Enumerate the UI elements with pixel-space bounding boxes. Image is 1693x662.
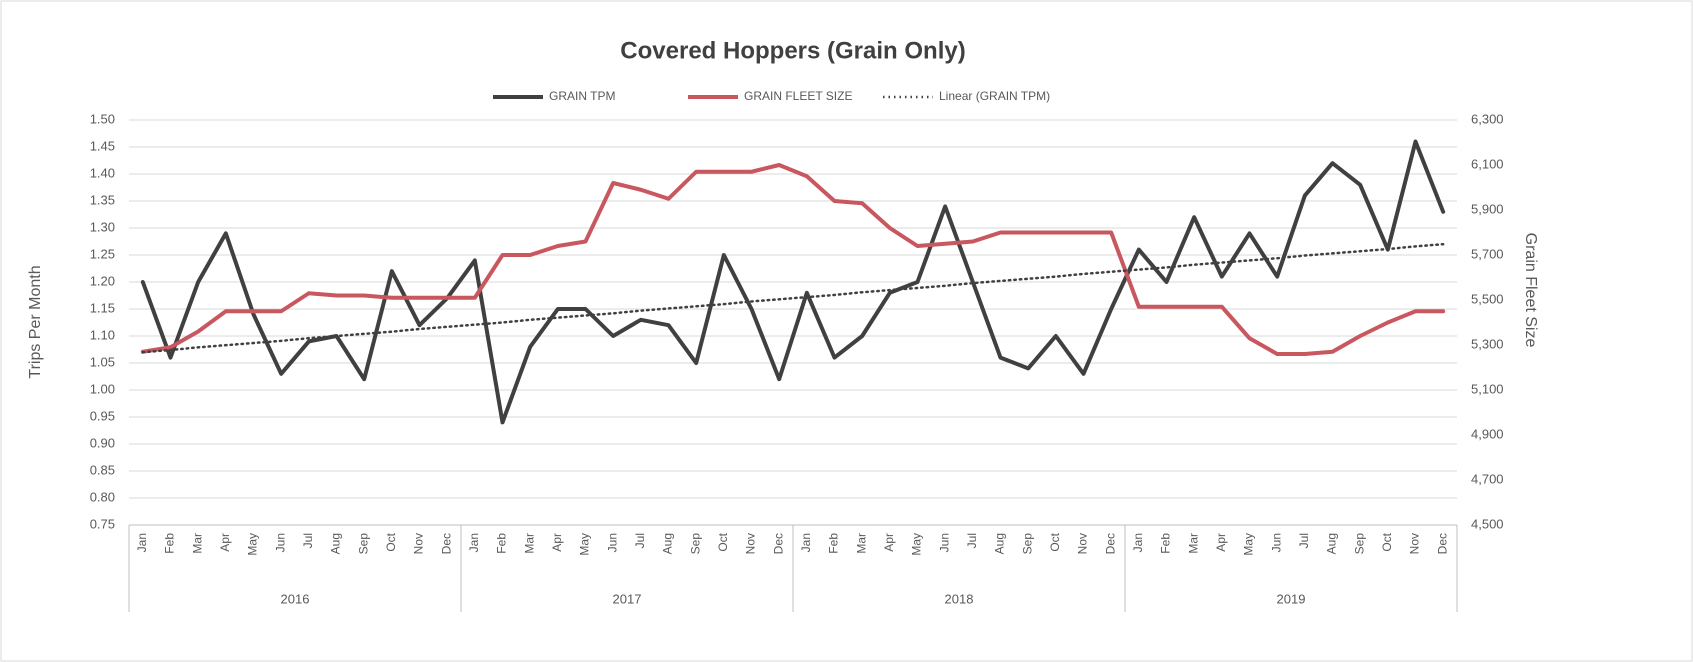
y-tick-label: 0.80 <box>90 489 115 504</box>
x-tick-label: Sep <box>1020 533 1034 555</box>
y2-axis-title: Grain Fleet Size <box>1522 233 1539 348</box>
x-tick-label: Nov <box>1076 533 1090 554</box>
y-tick-label: 0.90 <box>90 435 115 450</box>
x-tick-label: Apr <box>218 533 232 552</box>
x-tick-label: Jun <box>273 533 287 552</box>
y2-tick-label: 4,900 <box>1471 426 1504 441</box>
x-tick-label: Mar <box>190 533 204 554</box>
x-tick-label: Aug <box>1325 533 1339 554</box>
y2-tick-label: 6,300 <box>1471 111 1504 126</box>
x-tick-label: Dec <box>1103 533 1117 554</box>
x-tick-label: Feb <box>1159 533 1173 554</box>
x-tick-label: Nov <box>1408 533 1422 554</box>
x-tick-label: Dec <box>1435 533 1449 554</box>
y2-tick-label: 5,900 <box>1471 201 1504 216</box>
x-tick-label: Jan <box>135 533 149 552</box>
y-tick-label: 1.30 <box>90 219 115 234</box>
x-tick-label: Mar <box>522 533 536 554</box>
y-tick-label: 1.25 <box>90 246 115 261</box>
y-axis-title: Trips Per Month <box>27 265 44 378</box>
y2-tick-label: 6,100 <box>1471 156 1504 171</box>
x-tick-label: May <box>910 533 924 556</box>
x-tick-label: Jun <box>937 533 951 552</box>
x-tick-label: Apr <box>882 533 896 552</box>
x-tick-label: Oct <box>716 532 730 551</box>
x-tick-label: Jul <box>301 533 315 548</box>
y-tick-label: 1.00 <box>90 381 115 396</box>
x-tick-label: Jun <box>605 533 619 552</box>
series-line <box>140 163 1446 356</box>
y-tick-label: 1.40 <box>90 165 115 180</box>
x-tick-label: Apr <box>1214 533 1228 552</box>
y-tick-label: 1.10 <box>90 327 115 342</box>
x-tick-label: Feb <box>163 533 177 554</box>
y-tick-label: 0.85 <box>90 462 115 477</box>
y2-tick-label: 5,100 <box>1471 381 1504 396</box>
y2-tick-label: 4,500 <box>1471 516 1504 531</box>
legend-label: Linear (GRAIN TPM) <box>939 89 1050 103</box>
x-tick-label: May <box>1242 533 1256 556</box>
x-tick-label: Mar <box>854 533 868 554</box>
x-tick-label: Aug <box>329 533 343 554</box>
x-group-label: 2016 <box>281 591 310 606</box>
y-tick-label: 0.95 <box>90 408 115 423</box>
x-tick-label: Dec <box>771 533 785 554</box>
y-tick-label: 0.75 <box>90 516 115 531</box>
legend-label: GRAIN FLEET SIZE <box>744 89 852 103</box>
y-tick-label: 1.35 <box>90 192 115 207</box>
y2-tick-label: 5,700 <box>1471 246 1504 261</box>
x-tick-label: Aug <box>993 533 1007 554</box>
x-tick-label: Jul <box>633 533 647 548</box>
x-tick-label: Sep <box>1352 533 1366 555</box>
x-tick-label: Feb <box>827 533 841 554</box>
x-tick-label: Oct <box>1048 532 1062 551</box>
x-tick-label: Jan <box>467 533 481 552</box>
x-tick-label: Jul <box>965 533 979 548</box>
x-tick-label: Dec <box>439 533 453 554</box>
y-tick-label: 1.20 <box>90 273 115 288</box>
x-tick-label: Nov <box>744 533 758 554</box>
x-tick-label: Apr <box>550 533 564 552</box>
x-group-label: 2018 <box>945 591 974 606</box>
x-tick-label: May <box>578 533 592 556</box>
x-tick-label: May <box>246 533 260 556</box>
x-tick-label: Mar <box>1186 533 1200 554</box>
x-tick-label: Jan <box>1131 533 1145 552</box>
x-group-label: 2017 <box>613 591 642 606</box>
x-tick-label: Sep <box>356 533 370 555</box>
x-tick-label: Jun <box>1269 533 1283 552</box>
x-group-label: 2019 <box>1277 591 1306 606</box>
legend-label: GRAIN TPM <box>549 89 615 103</box>
y-tick-label: 1.45 <box>90 138 115 153</box>
y2-tick-label: 5,500 <box>1471 291 1504 306</box>
x-tick-label: Jan <box>799 533 813 552</box>
x-tick-label: Nov <box>412 533 426 554</box>
y-tick-label: 1.05 <box>90 354 115 369</box>
x-tick-label: Sep <box>688 533 702 555</box>
y2-tick-label: 4,700 <box>1471 471 1504 486</box>
series-line <box>140 139 1446 425</box>
x-tick-label: Oct <box>1380 532 1394 551</box>
y-tick-label: 1.50 <box>90 111 115 126</box>
x-tick-label: Feb <box>495 533 509 554</box>
chart-title: Covered Hoppers (Grain Only) <box>620 37 965 64</box>
x-tick-label: Oct <box>384 532 398 551</box>
x-tick-label: Aug <box>661 533 675 554</box>
y2-tick-label: 5,300 <box>1471 336 1504 351</box>
y-tick-label: 1.15 <box>90 300 115 315</box>
x-tick-label: Jul <box>1297 533 1311 548</box>
